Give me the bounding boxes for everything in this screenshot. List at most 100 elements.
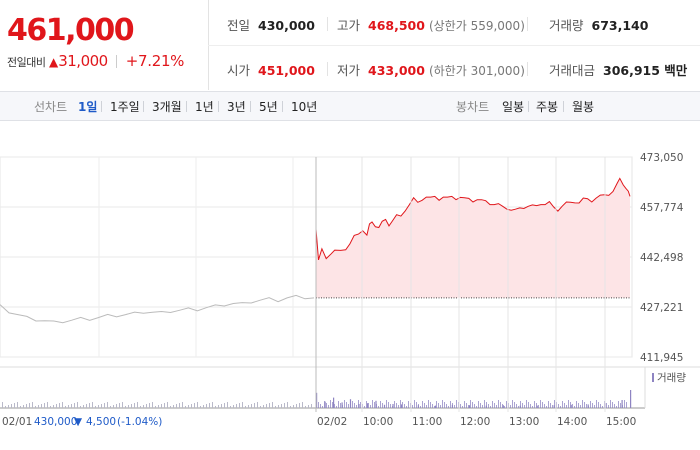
volume-bar <box>548 401 549 408</box>
volume-bar <box>83 405 84 408</box>
volume-bar <box>209 403 210 408</box>
volume-bar <box>536 405 538 408</box>
volume-bar <box>464 401 465 408</box>
volume-bar <box>460 404 461 408</box>
volume-bar <box>32 402 33 408</box>
volume-bar <box>89 403 90 408</box>
tab-daily[interactable]: 일봉 <box>502 100 525 114</box>
low-label: 저가 <box>337 63 361 78</box>
volume-bar <box>161 404 162 408</box>
divider <box>527 62 528 76</box>
volume-bar <box>376 404 377 408</box>
volume-bar <box>404 404 405 408</box>
volume-bar <box>17 402 18 408</box>
volume-bar <box>496 405 497 408</box>
prev-day-close: 430,000 <box>34 416 77 428</box>
volume-bar <box>23 405 24 408</box>
volume-bar <box>598 402 599 408</box>
volume-bar <box>452 403 453 408</box>
volume-bar <box>194 403 195 408</box>
volume-bar <box>480 403 481 408</box>
volume-bar <box>504 406 505 408</box>
volume-bar <box>366 403 369 408</box>
volume-bar <box>422 401 423 408</box>
volume-bar <box>269 403 270 408</box>
volume-bar <box>618 401 619 408</box>
volume-bar <box>324 401 326 408</box>
volume-bar <box>530 404 531 408</box>
volume-bar <box>272 402 273 408</box>
divider <box>282 101 283 112</box>
volume-bar <box>380 401 381 408</box>
change-amount: 31,000 <box>58 52 108 70</box>
volume-bar <box>35 406 36 408</box>
volume-bar <box>468 405 470 408</box>
volume-bar <box>402 402 403 408</box>
volume-bar <box>320 404 321 408</box>
volume-bar <box>430 402 431 408</box>
tab-10y[interactable]: 10년 <box>291 100 318 114</box>
volume-bar <box>486 402 487 408</box>
volume-bar <box>110 406 111 408</box>
volume-bar <box>436 401 437 408</box>
today-line <box>315 177 631 261</box>
volume-bar <box>368 403 369 408</box>
volume-bar <box>338 401 339 408</box>
volume-bar <box>101 404 102 408</box>
volume-bar <box>164 403 165 408</box>
volume-bar <box>68 405 69 408</box>
tab-1y[interactable]: 1년 <box>195 100 214 114</box>
intraday-price-chart[interactable]: 473,050 457,774 442,498 427,221 411,945 02/0… <box>0 120 700 450</box>
high-label: 고가 <box>337 18 361 33</box>
volume-bar <box>586 404 587 408</box>
tab-1w[interactable]: 1주일 <box>110 100 140 114</box>
tab-monthly[interactable]: 월봉 <box>572 100 595 114</box>
volume-bar <box>540 400 541 408</box>
volume-bar <box>472 402 473 408</box>
volume-bar <box>74 403 75 408</box>
volume-bar <box>614 404 615 408</box>
volume-bar <box>524 405 525 408</box>
tab-3m[interactable]: 3개월 <box>152 100 182 114</box>
tab-weekly[interactable]: 주봉 <box>536 100 559 114</box>
volume-bar <box>119 403 120 408</box>
volume-bar <box>416 402 417 408</box>
volume-bar <box>392 406 393 408</box>
y-axis: 473,050 457,774 442,498 427,221 411,945 <box>640 152 684 364</box>
volume-bar <box>311 404 312 408</box>
volume-bar <box>394 401 395 408</box>
prev-close-label: 전일 <box>227 18 251 33</box>
volume-bar <box>197 402 198 408</box>
low-value: 433,000 <box>368 63 425 78</box>
divider <box>116 55 118 68</box>
volume-bar <box>502 405 504 408</box>
chart-tab-bar: 선차트 1일 1주일 3개월 1년 3년 5년 10년 봉차트 일봉 주봉 월봉 <box>0 91 700 121</box>
volume-bar <box>546 406 547 408</box>
volume-label: 거래량 <box>549 18 584 33</box>
volume-bar <box>622 405 623 408</box>
volume-bar <box>538 405 539 408</box>
volume-bar <box>182 402 183 408</box>
x-tick-label: 15:00 <box>606 416 636 428</box>
volume-bar <box>442 400 443 408</box>
volume-bar <box>29 403 30 408</box>
tab-1d[interactable]: 1일 <box>78 100 98 114</box>
volume-bar <box>134 403 135 408</box>
volume-legend: 거래량 <box>657 372 686 384</box>
volume-bar <box>38 405 39 408</box>
volume-bar <box>245 406 246 408</box>
volume-bar <box>56 404 57 408</box>
volume-bar <box>428 400 429 408</box>
volume-bar <box>176 404 177 408</box>
tab-3y[interactable]: 3년 <box>227 100 246 114</box>
volume-bar <box>468 405 469 408</box>
line-chart-label: 선차트 <box>34 100 68 114</box>
volume-bar <box>293 405 294 408</box>
prev-day-change-pct: (-1.04%) <box>117 416 162 428</box>
volume-bar <box>610 400 611 408</box>
volume-bar <box>398 405 399 408</box>
volume-bar <box>544 404 545 408</box>
volume-bar <box>340 403 341 408</box>
tab-5y[interactable]: 5년 <box>259 100 278 114</box>
volume-bar <box>388 402 389 408</box>
